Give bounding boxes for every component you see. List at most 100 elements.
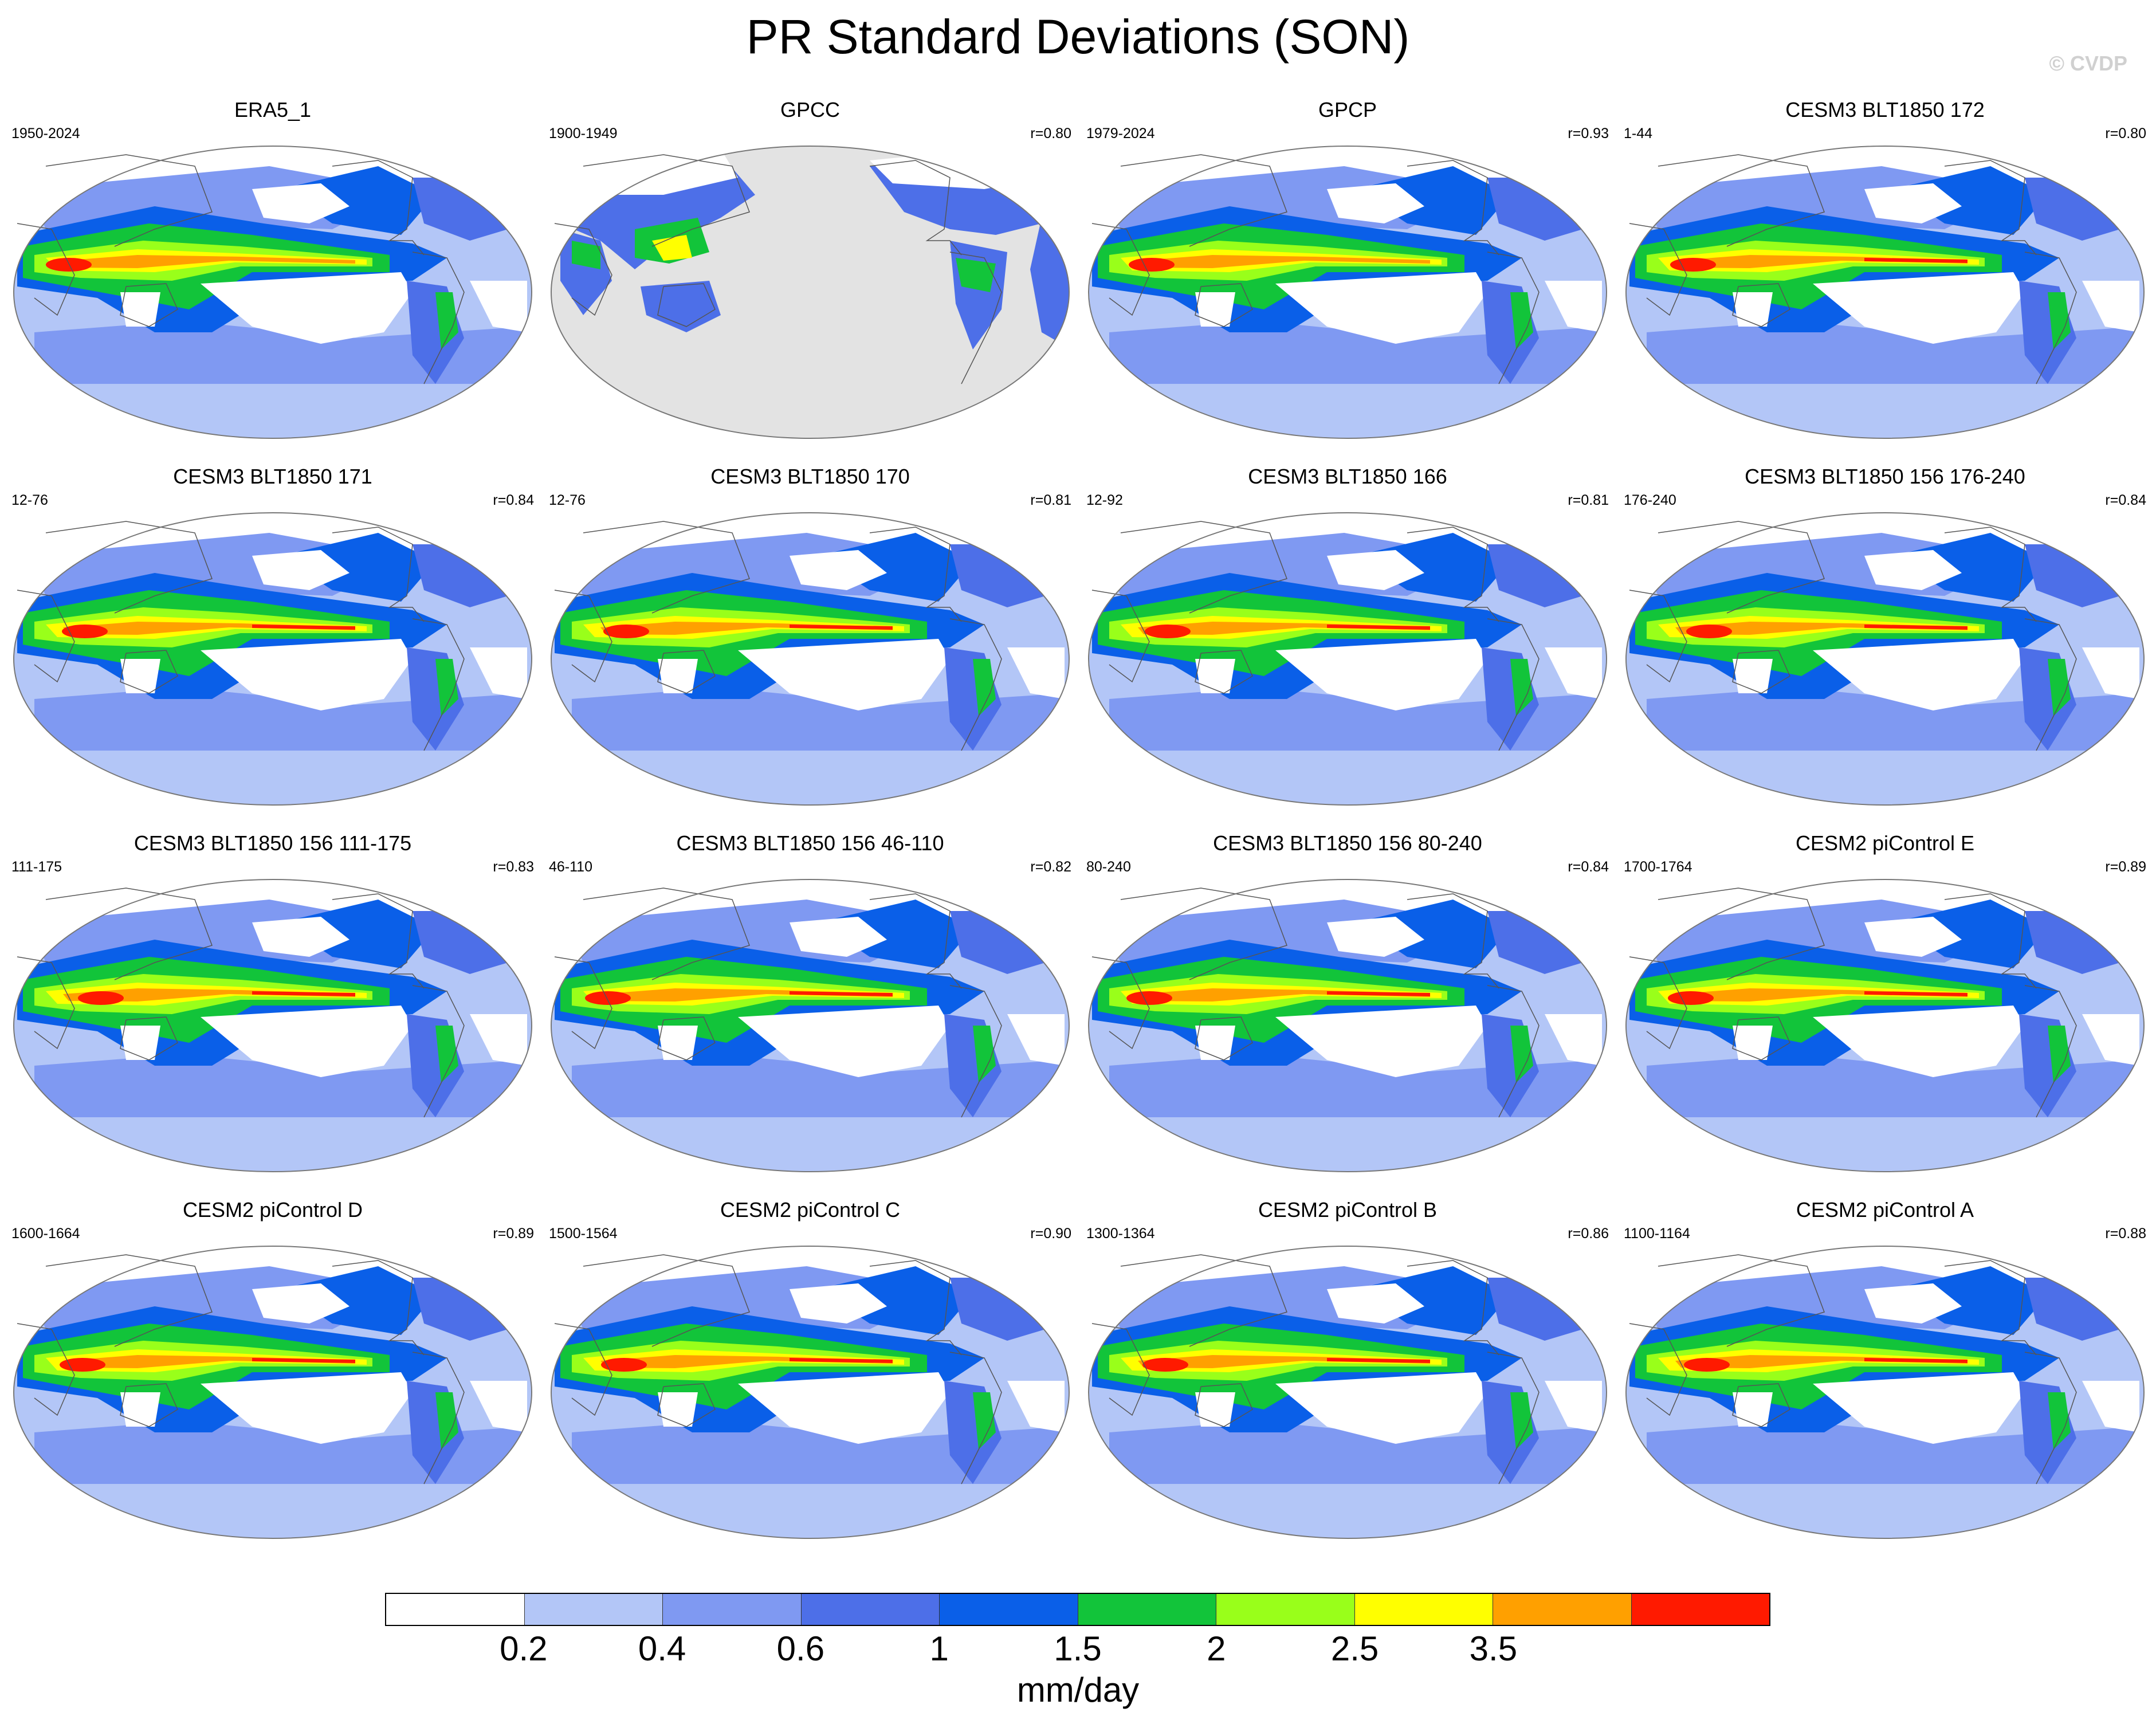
robinson-map bbox=[551, 512, 1070, 806]
map-panel: CESM3 BLT1850 156 80-240 80-240 r=0.84 bbox=[1086, 831, 1609, 1175]
colorbar-tick-label: 3.5 bbox=[1469, 1629, 1518, 1668]
coastline bbox=[949, 618, 1002, 751]
map-boundary bbox=[1625, 146, 2145, 439]
north-pacific-track bbox=[281, 900, 435, 968]
coastline bbox=[1195, 283, 1253, 327]
map-boundary bbox=[1625, 512, 2145, 806]
coastline bbox=[2024, 618, 2077, 751]
ne-pacific-dry-zone bbox=[790, 550, 887, 590]
antarctic-field bbox=[1626, 401, 2144, 438]
south-america-wet bbox=[435, 659, 458, 716]
south-america-wet bbox=[435, 1026, 458, 1083]
warm-pool-max-red bbox=[603, 625, 649, 638]
colorbar bbox=[385, 1593, 1770, 1626]
se-atlantic-dry-zone bbox=[1007, 1014, 1065, 1066]
north-pacific-track bbox=[818, 533, 973, 602]
coastline bbox=[1487, 985, 1540, 1118]
se-atlantic-dry-zone bbox=[1545, 1381, 1602, 1432]
australia-dry-zone bbox=[1733, 659, 1773, 693]
coastline bbox=[583, 887, 750, 980]
se-pacific-dry-zone bbox=[738, 1372, 950, 1444]
warm-pool-max-red bbox=[46, 258, 92, 272]
colorbar-tick-label: 0.4 bbox=[638, 1629, 686, 1668]
se-atlantic-dry-zone bbox=[1545, 647, 1602, 699]
coastline bbox=[657, 1383, 716, 1427]
panel-pattern-correlation: r=0.81 bbox=[1030, 492, 1071, 508]
south-america-wet bbox=[973, 659, 996, 716]
panel-title: CESM3 BLT1850 156 176-240 bbox=[1745, 465, 2025, 488]
south-america-wet bbox=[2048, 292, 2071, 349]
south-america-wet bbox=[2048, 1392, 2071, 1450]
antarctic-field bbox=[551, 1134, 1069, 1172]
warm-pool-max-red bbox=[1142, 1358, 1188, 1372]
australia-dry-zone bbox=[658, 1026, 698, 1060]
itcz-max-red bbox=[1327, 1358, 1430, 1363]
cvdp-watermark: © CVDP bbox=[2049, 52, 2127, 75]
tropical-band-orange bbox=[63, 255, 355, 268]
map-panel: CESM2 piControl D 1600-1664 r=0.89 bbox=[11, 1197, 534, 1541]
coastline bbox=[1407, 160, 1499, 256]
south-america-wet bbox=[2048, 1026, 2071, 1083]
panel-pattern-correlation: r=0.80 bbox=[2105, 125, 2146, 142]
colorbar-box bbox=[1354, 1594, 1493, 1625]
map-panel: ERA5_1 1950-2024 bbox=[11, 97, 534, 441]
se-pacific-dry-zone bbox=[1275, 272, 1487, 344]
tropical-band-orange bbox=[1675, 988, 1968, 1002]
gpcc-wet-region bbox=[956, 258, 996, 292]
australia-dry-zone bbox=[120, 292, 160, 327]
panel-years: 1700-1764 bbox=[1624, 859, 1692, 875]
north-pacific-track bbox=[1356, 166, 1510, 235]
tropical-band-orange bbox=[1138, 255, 1430, 268]
panel-pattern-correlation: r=0.82 bbox=[1030, 859, 1071, 875]
panel-pattern-correlation: r=0.89 bbox=[493, 1226, 534, 1242]
sh-storm-track bbox=[1109, 1054, 1602, 1117]
ne-pacific-dry-zone bbox=[1327, 550, 1424, 590]
warm-pool-max-red bbox=[1145, 625, 1191, 638]
antarctic-field bbox=[1089, 1501, 1607, 1538]
ne-pacific-dry-zone bbox=[1864, 183, 1962, 223]
australia-dry-zone bbox=[120, 659, 160, 693]
sh-storm-track bbox=[1647, 1421, 2139, 1484]
map-panel: GPCC 1900-1949 r=0.80 bbox=[549, 97, 1071, 441]
north-pacific-track bbox=[1356, 900, 1510, 968]
north-pacific-track bbox=[1356, 1266, 1510, 1335]
sh-storm-track bbox=[1109, 321, 1602, 384]
coastline bbox=[1944, 527, 2037, 622]
panel-years: 1979-2024 bbox=[1086, 125, 1155, 142]
warm-pool-max-red bbox=[1686, 625, 1732, 638]
ne-pacific-dry-zone bbox=[1864, 550, 1962, 590]
sh-storm-track bbox=[34, 1054, 527, 1117]
itcz-max-red bbox=[252, 1358, 355, 1363]
se-atlantic-dry-zone bbox=[2082, 1381, 2139, 1432]
antarctic-field bbox=[1626, 768, 2144, 805]
itcz-max-red bbox=[790, 1358, 893, 1363]
map-panel: CESM2 piControl C 1500-1564 r=0.90 bbox=[549, 1197, 1071, 1541]
panel-years: 1900-1949 bbox=[549, 125, 618, 142]
north-pacific-track bbox=[1356, 533, 1510, 602]
se-atlantic-dry-zone bbox=[1545, 1014, 1602, 1066]
map-panel: CESM2 piControl A 1100-1164 r=0.88 bbox=[1624, 1197, 2146, 1541]
panel-title: GPCP bbox=[1318, 98, 1377, 121]
antarctic-field bbox=[1089, 768, 1607, 805]
north-pacific-track bbox=[281, 533, 435, 602]
colorbar-tick-label: 2.5 bbox=[1330, 1629, 1379, 1668]
australia-dry-zone bbox=[1195, 292, 1235, 327]
robinson-map bbox=[551, 1246, 1070, 1539]
panel-pattern-correlation: r=0.80 bbox=[1030, 125, 1071, 142]
panel-title: CESM2 piControl B bbox=[1258, 1198, 1438, 1222]
coastline bbox=[1658, 1254, 1825, 1347]
coastline bbox=[583, 521, 750, 614]
map-boundary bbox=[551, 512, 1070, 806]
south-america-wet bbox=[1510, 292, 1533, 349]
se-atlantic-dry-zone bbox=[470, 281, 527, 332]
map-boundary bbox=[551, 146, 1070, 439]
panel-pattern-correlation: r=0.93 bbox=[1568, 125, 1609, 142]
ne-pacific-dry-zone bbox=[1327, 183, 1424, 223]
se-pacific-dry-zone bbox=[201, 1006, 413, 1077]
antarctic-field bbox=[14, 401, 532, 438]
panel-years: 12-76 bbox=[11, 492, 48, 508]
se-pacific-dry-zone bbox=[1813, 272, 2025, 344]
map-panel: CESM3 BLT1850 156 176-240 176-240 r=0.84 bbox=[1624, 464, 2146, 808]
coastline bbox=[120, 1016, 178, 1061]
map-boundary bbox=[1088, 879, 1607, 1172]
